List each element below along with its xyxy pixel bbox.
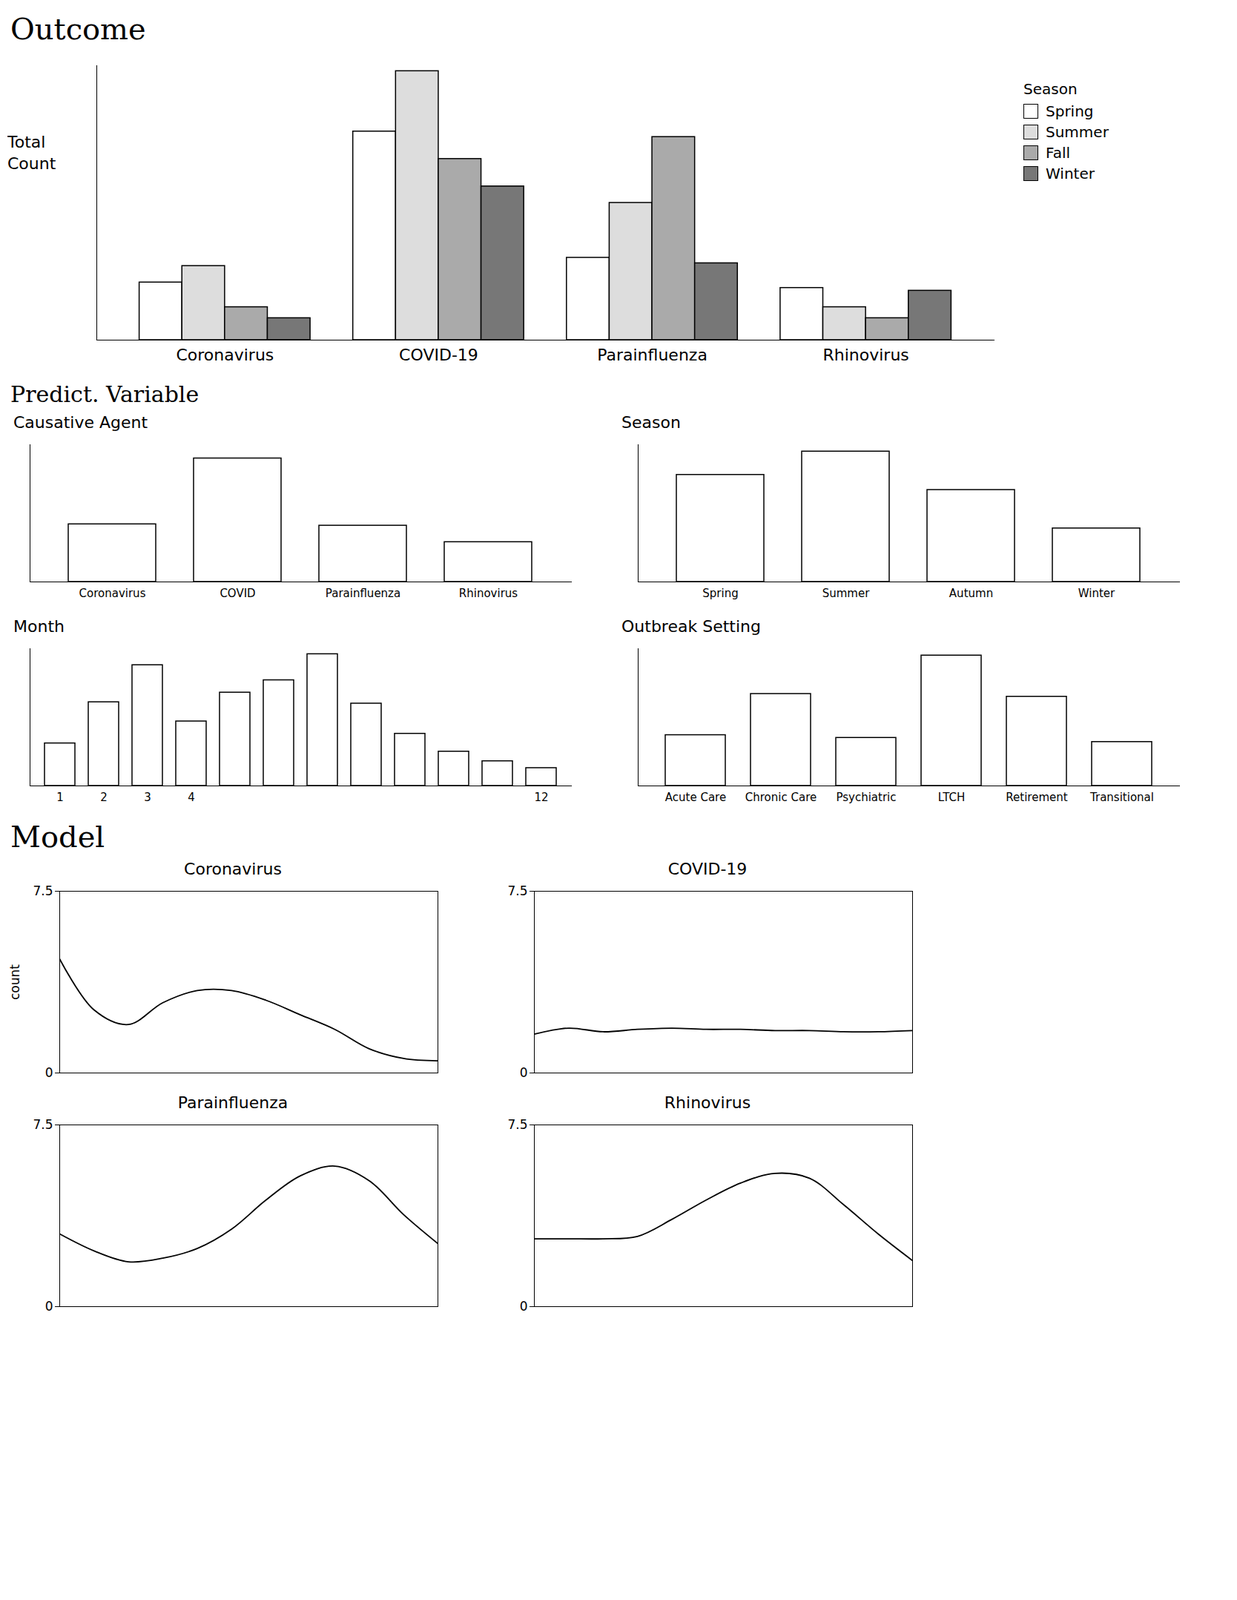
- svg-text:0: 0: [519, 1298, 529, 1314]
- html-text:Rhinovirus: Rhinovirus: [664, 1093, 751, 1112]
- svg-text:Acute Care: Acute Care: [665, 790, 727, 804]
- svg-text:Parainfluenza: Parainfluenza: [325, 586, 401, 600]
- svg-text:Summer: Summer: [822, 586, 870, 600]
- svg-text:Coronavirus: Coronavirus: [79, 586, 147, 600]
- svg-text:4: 4: [187, 790, 196, 804]
- svg-text:COVID-19: COVID-19: [398, 345, 479, 365]
- svg-text:0: 0: [45, 1064, 54, 1080]
- svg-text:LTCH: LTCH: [938, 790, 965, 804]
- html-text:Model: Model: [10, 819, 105, 854]
- html-text:Causative Agent: Causative Agent: [13, 413, 148, 432]
- svg-text:Rhinovirus: Rhinovirus: [459, 586, 518, 600]
- svg-text:1: 1: [56, 790, 64, 804]
- html-text:Outbreak Setting: Outbreak Setting: [621, 617, 761, 636]
- svg-text:7.5: 7.5: [507, 1116, 528, 1132]
- svg-text:2: 2: [100, 790, 108, 804]
- svg-text:count: count: [7, 964, 23, 1000]
- html-text:Winter: Winter: [1045, 164, 1095, 183]
- svg-text:Chronic Care: Chronic Care: [745, 790, 817, 804]
- html-text:Fall: Fall: [1045, 143, 1071, 162]
- svg-text:COVID: COVID: [219, 586, 256, 600]
- html-text:Summer: Summer: [1045, 123, 1109, 141]
- svg-text:Spring: Spring: [702, 586, 738, 600]
- html-text:Season: Season: [621, 413, 681, 432]
- html-text:Season: Season: [1023, 80, 1078, 98]
- svg-text:0: 0: [45, 1298, 54, 1314]
- svg-text:7.5: 7.5: [32, 1116, 53, 1132]
- svg-text:7.5: 7.5: [507, 883, 528, 899]
- html-text:Month: Month: [13, 617, 65, 636]
- svg-text:12: 12: [533, 790, 549, 804]
- html-text:Total Count: Total Count: [7, 132, 56, 173]
- svg-text:Parainfluenza: Parainfluenza: [596, 345, 708, 365]
- svg-text:Psychiatric: Psychiatric: [835, 790, 896, 804]
- html-text:Outcome: Outcome: [10, 11, 146, 46]
- svg-text:0: 0: [519, 1064, 529, 1080]
- svg-text:Coronavirus: Coronavirus: [175, 345, 274, 365]
- svg-text:Retirement: Retirement: [1005, 790, 1068, 804]
- svg-text:Autumn: Autumn: [949, 586, 994, 600]
- html-text:COVID-19: COVID-19: [667, 859, 748, 879]
- svg-text:Rhinovirus: Rhinovirus: [822, 345, 909, 365]
- svg-text:7.5: 7.5: [32, 883, 53, 899]
- html-text:Parainfluenza: Parainfluenza: [177, 1093, 288, 1112]
- html-text:Coronavirus: Coronavirus: [183, 859, 282, 879]
- html-text:Predict. Variable: Predict. Variable: [10, 381, 199, 408]
- html-text:Spring: Spring: [1045, 102, 1094, 121]
- svg-text:Transitional: Transitional: [1089, 790, 1154, 804]
- svg-text:Winter: Winter: [1078, 586, 1116, 600]
- svg-text:3: 3: [143, 790, 152, 804]
